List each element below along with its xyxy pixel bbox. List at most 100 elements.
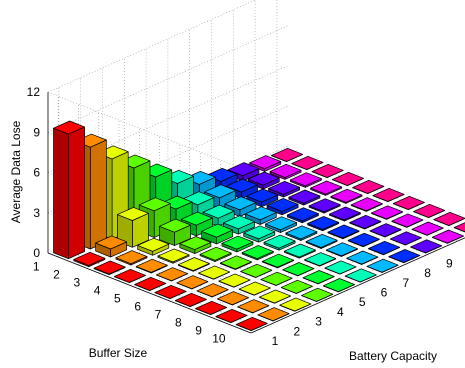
bar-battery-3-buffer-7 — [218, 273, 251, 288]
bar-battery-5-buffer-10 — [323, 278, 355, 293]
bar-battery-6-buffer-8 — [304, 252, 337, 267]
bar-top — [350, 197, 383, 212]
x-tick-label: 1 — [33, 259, 40, 273]
bar-top — [157, 248, 190, 263]
bar-top — [196, 283, 229, 298]
bar-battery-2-buffer-4 — [135, 258, 168, 274]
bar-battery-10-buffer-5 — [330, 188, 363, 204]
bar-battery-1-buffer-6 — [154, 284, 187, 300]
bar-top — [283, 243, 316, 258]
bar-top — [135, 258, 168, 273]
bar-top — [371, 205, 403, 220]
bar-top — [134, 276, 167, 291]
bar-top — [366, 258, 399, 273]
bar-top — [159, 218, 191, 233]
bar-battery-10-buffer-6 — [350, 197, 383, 212]
bar-top — [392, 195, 425, 210]
bar-battery-8-buffer-7 — [327, 224, 360, 240]
bar-top — [179, 236, 212, 250]
bar-battery-2-buffer-2 — [95, 235, 128, 258]
bar-battery-4-buffer-9 — [280, 279, 313, 294]
bar-battery-6-buffer-6 — [263, 234, 296, 251]
x-tick-label: 9 — [195, 323, 202, 337]
bar-top — [265, 216, 297, 231]
bar-top — [308, 198, 341, 213]
bar-battery-10-buffer-10 — [432, 229, 464, 244]
bar-battery-3-buffer-2 — [117, 207, 149, 248]
bar-top — [227, 162, 260, 177]
bar-top — [174, 292, 207, 307]
y-tick-label: 7 — [402, 276, 409, 290]
bar-top — [332, 171, 364, 186]
grid-line — [47, 91, 252, 173]
bar-battery-10-buffer-3 — [289, 172, 322, 188]
bar-face — [89, 139, 107, 250]
x-tick-label: 5 — [114, 291, 121, 305]
bar-top — [226, 178, 258, 193]
y-tick-label: 3 — [315, 315, 322, 329]
bar-battery-9-buffer-6 — [329, 206, 361, 222]
bar-top — [346, 250, 379, 265]
bar-battery-5-buffer-8 — [282, 262, 315, 277]
bar-battery-11-buffer-5 — [352, 179, 385, 195]
bar-battery-2-buffer-6 — [176, 275, 209, 290]
bar-top — [304, 252, 337, 267]
bar-top — [117, 207, 149, 221]
bar-top — [391, 213, 424, 228]
bar-top — [279, 297, 312, 312]
bar-top — [240, 263, 273, 278]
bar-battery-5-buffer-9 — [302, 270, 335, 285]
y-tick-label: 2 — [293, 324, 300, 338]
bar-battery-2-buffer-7 — [196, 283, 229, 298]
bar-battery-8-buffer-3 — [246, 188, 279, 208]
bar-top — [263, 234, 296, 249]
x-tick-label: 7 — [155, 307, 162, 321]
bar-battery-6-buffer-5 — [243, 225, 276, 243]
bar-battery-8-buffer-4 — [266, 198, 299, 216]
bar-battery-1-buffer-1 — [53, 120, 85, 260]
x-tick-label: 3 — [73, 275, 80, 289]
bar-battery-1-buffer-7 — [174, 292, 207, 308]
bar-battery-5-buffer-7 — [262, 253, 294, 269]
bar-battery-5-buffer-4 — [201, 223, 234, 245]
bar-battery-7-buffer-8 — [326, 242, 358, 257]
bar-battery-9-buffer-5 — [308, 198, 341, 214]
tick-labels: 036912123456789101234567891011 — [27, 85, 465, 348]
bar-top — [286, 207, 319, 222]
bar-battery-7-buffer-4 — [244, 206, 277, 225]
y-tick-label: 5 — [359, 295, 366, 309]
bar-battery-11-buffer-8 — [413, 203, 446, 219]
bar-top — [224, 196, 257, 211]
bar-battery-8-buffer-5 — [286, 207, 319, 224]
bar-top — [241, 245, 274, 259]
bar-battery-4-buffer-6 — [220, 255, 252, 270]
x-tick-label: 2 — [53, 267, 60, 281]
bar-battery-2-buffer-3 — [115, 250, 148, 266]
bar-top — [154, 284, 187, 299]
bar-top — [223, 215, 255, 230]
bar-top — [156, 267, 188, 282]
bar-battery-9-buffer-3 — [268, 180, 300, 198]
z-tick-label: 3 — [33, 206, 40, 220]
bar-top — [291, 155, 324, 170]
bar-battery-3-buffer-6 — [198, 265, 231, 280]
bar-battery-3-buffer-9 — [259, 289, 291, 304]
bar-top — [305, 233, 338, 248]
bar-battery-1-buffer-4 — [114, 268, 146, 284]
bar-battery-5-buffer-5 — [221, 235, 254, 253]
bar-top — [288, 189, 321, 204]
bar-top — [202, 204, 235, 219]
bar-top — [307, 216, 340, 230]
bar-battery-11-buffer-9 — [433, 211, 465, 227]
bar-top — [235, 316, 268, 331]
bar-top — [389, 231, 422, 246]
z-axis-label: Average Data Lose — [9, 120, 23, 223]
bar-top — [198, 265, 231, 280]
bar-battery-9-buffer-9 — [389, 231, 422, 246]
bar-top — [249, 155, 282, 170]
bar-top — [238, 281, 271, 296]
bar-battery-3-buffer-10 — [279, 297, 312, 312]
bar-top — [368, 240, 400, 255]
bar-top — [271, 147, 303, 162]
bar-top — [115, 250, 148, 265]
